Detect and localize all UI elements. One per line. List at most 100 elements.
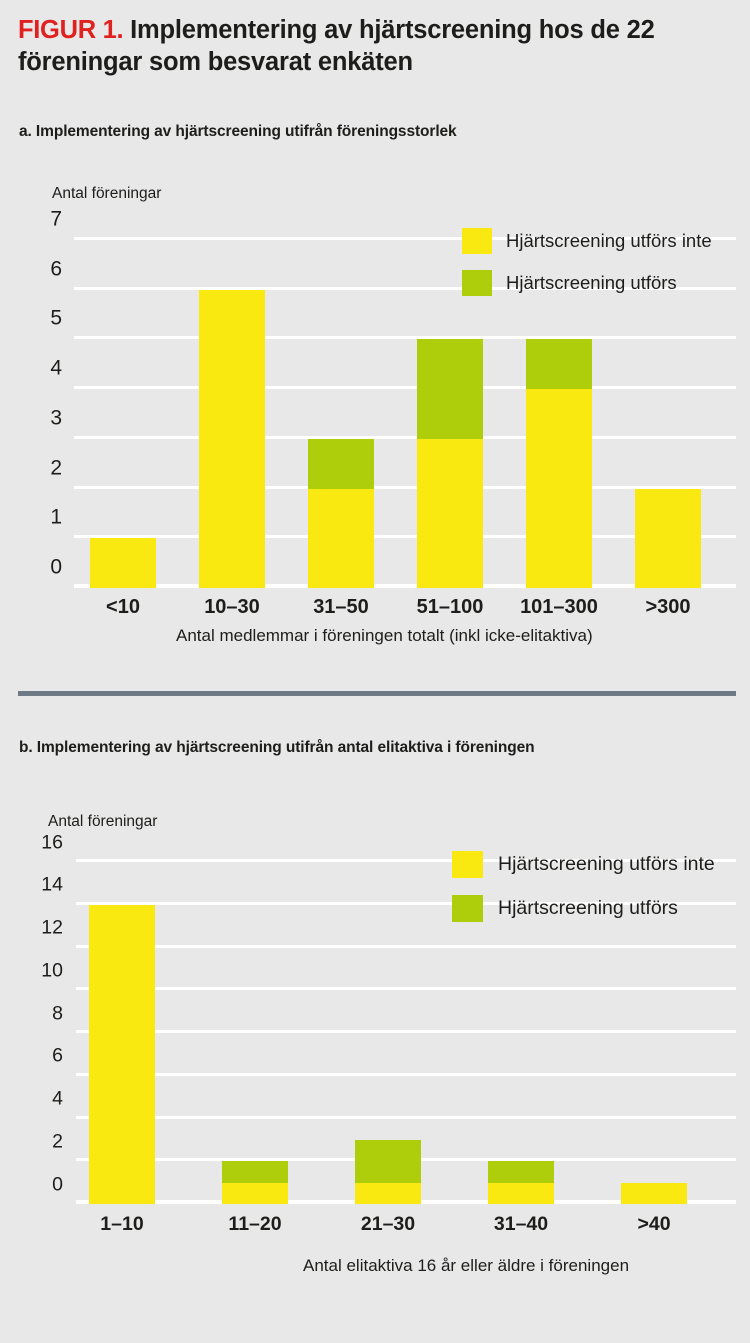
chart-a-gridline: 6 bbox=[50, 258, 736, 290]
chart-a-x-axis-title: Antal medlemmar i föreningen totalt (ink… bbox=[176, 626, 593, 645]
chart-b-y-tick-label: 10 bbox=[41, 959, 63, 981]
chart-b-y-tick-label: 12 bbox=[41, 916, 63, 939]
legend-item-not-screened: Hjärtscreening utförs inte bbox=[462, 228, 712, 254]
chart-b-y-tick-label: 2 bbox=[52, 1130, 63, 1152]
chart-b-bar-group[interactable]: 11–20 bbox=[222, 862, 288, 1235]
chart-b-plot-area: 0 2 4 6 8 10 12 14 16 1–10 11–20 21–30 31–40 >40 bbox=[41, 832, 736, 1235]
chart-a-bar-group[interactable]: 10–30 bbox=[199, 240, 265, 618]
chart-a-bar-segment-not-screened[interactable] bbox=[308, 488, 374, 588]
chart-a-y-tick-label: 1 bbox=[50, 505, 62, 529]
chart-b-bar-segment-not-screened[interactable] bbox=[89, 904, 155, 1204]
chart-a-plot-area: 0 1 2 3 4 5 6 7 <10 10–30 31–50 51–100 101–300 >300 bbox=[50, 209, 736, 618]
chart-a-y-tick-label: 4 bbox=[50, 356, 62, 380]
legend-label-screened: Hjärtscreening utförs bbox=[506, 271, 677, 293]
chart-b-gridline: 14 bbox=[41, 875, 736, 905]
legend-label-not-screened: Hjärtscreening utförs inte bbox=[498, 852, 715, 875]
chart-b-x-tick-label: >40 bbox=[637, 1213, 671, 1235]
chart-a-x-tick-label: 31–50 bbox=[313, 596, 369, 618]
chart-a-gridline: 1 bbox=[50, 507, 736, 539]
chart-b-gridline: 12 bbox=[41, 918, 736, 948]
chart-b-bar-group[interactable]: 1–10 bbox=[89, 862, 155, 1235]
chart-a-bar-segment-not-screened[interactable] bbox=[90, 538, 156, 588]
chart-a-bars: <10 10–30 31–50 51–100 101–300 >300 bbox=[74, 240, 736, 618]
chart-a-bar-group[interactable]: 31–50 bbox=[308, 240, 374, 618]
chart-a-axis-line: 0 bbox=[50, 557, 736, 588]
chart-a-gridline: 5 bbox=[50, 308, 736, 340]
legend-label-screened: Hjärtscreening utförs bbox=[498, 896, 678, 919]
chart-b-bar-group[interactable]: 21–30 bbox=[355, 862, 421, 1235]
chart-b-x-tick-label: 31–40 bbox=[493, 1213, 549, 1235]
chart-a: 0 1 2 3 4 5 6 7 <10 10–30 31–50 51–100 101–300 >300 bbox=[0, 209, 750, 618]
chart-b-bar-segment-not-screened[interactable] bbox=[355, 1182, 421, 1204]
legend-item-screened: Hjärtscreening utförs bbox=[452, 895, 715, 922]
chart-a-bar-segment-screened[interactable] bbox=[308, 438, 374, 489]
chart-a-y-axis-title: Antal föreningar bbox=[52, 185, 162, 202]
chart-b-bar-segment-not-screened[interactable] bbox=[621, 1182, 687, 1204]
chart-a-x-tick-label: <10 bbox=[106, 596, 140, 618]
chart-a-y-tick-label: 3 bbox=[50, 406, 62, 430]
legend-swatch-screened-icon bbox=[452, 895, 483, 922]
chart-b-bar-group[interactable]: >40 bbox=[621, 862, 687, 1235]
chart-a-bar-segment-not-screened[interactable] bbox=[417, 438, 483, 588]
chart-a-gridline: 3 bbox=[50, 407, 736, 439]
chart-b-y-tick-label: 6 bbox=[52, 1044, 63, 1067]
chart-b-gridline: 6 bbox=[52, 1046, 736, 1076]
chart-a-gridline: 7 bbox=[50, 209, 736, 240]
legend-swatch-not-screened-icon bbox=[462, 228, 492, 254]
chart-b-bar-segment-screened[interactable] bbox=[355, 1139, 421, 1183]
legend-item-not-screened: Hjärtscreening utförs inte bbox=[452, 851, 715, 878]
chart-b-bar-segment-not-screened[interactable] bbox=[222, 1182, 288, 1204]
chart-a-bar-group[interactable]: >300 bbox=[635, 240, 701, 618]
chart-a-y-tick-label: 2 bbox=[50, 456, 62, 480]
chart-b-gridline: 8 bbox=[52, 1003, 736, 1033]
chart-a-bar-segment-not-screened[interactable] bbox=[199, 289, 265, 588]
chart-a-bar-segment-screened[interactable] bbox=[417, 339, 483, 439]
chart-b-y-axis-title: Antal föreningar bbox=[48, 813, 158, 830]
chart-a-x-tick-label: 101–300 bbox=[520, 596, 598, 618]
chart-b-bar-segment-not-screened[interactable] bbox=[488, 1182, 554, 1204]
chart-a-x-tick-label: 51–100 bbox=[416, 596, 484, 618]
panel-b-subtitle: b. Implementering av hjärtscreening utif… bbox=[19, 739, 535, 756]
chart-a-y-tick-label: 7 bbox=[50, 207, 62, 231]
figure-number-tag: FIGUR 1. bbox=[18, 16, 124, 44]
chart-a-bar-segment-not-screened[interactable] bbox=[635, 488, 701, 588]
chart-a-y-tick-label: 0 bbox=[50, 555, 62, 579]
chart-a-bar-group[interactable]: 101–300 bbox=[520, 240, 598, 618]
chart-b-y-tick-label: 14 bbox=[41, 873, 63, 896]
chart-b-y-tick-label: 4 bbox=[52, 1087, 63, 1110]
chart-b-bar-segment-screened[interactable] bbox=[488, 1161, 554, 1183]
legend-swatch-screened-icon bbox=[462, 270, 492, 296]
chart-a-legend: Hjärtscreening utförs inte Hjärtscreenin… bbox=[462, 228, 712, 312]
legend-swatch-not-screened-icon bbox=[452, 851, 483, 878]
chart-b-x-tick-label: 11–20 bbox=[228, 1213, 282, 1235]
chart-a-y-tick-label: 5 bbox=[50, 306, 62, 330]
chart-a-bar-segment-not-screened[interactable] bbox=[526, 389, 592, 588]
panel-a-subtitle: a. Implementering av hjärtscreening utif… bbox=[19, 123, 457, 140]
chart-b-x-tick-label: 21–30 bbox=[360, 1213, 416, 1235]
page-title: FIGUR 1. Implementering av hjärtscreenin… bbox=[18, 14, 736, 78]
chart-b-gridline: 10 bbox=[41, 960, 736, 991]
chart-a-bar-group[interactable]: 51–100 bbox=[417, 240, 483, 618]
chart-b-y-tick-label: 16 bbox=[41, 830, 63, 853]
chart-b-gridline: 4 bbox=[52, 1089, 736, 1119]
chart-b-legend: Hjärtscreening utförs inte Hjärtscreenin… bbox=[452, 851, 715, 939]
figure-title-text: Implementering av hjärtscreening hos de … bbox=[18, 16, 655, 77]
chart-b-bar-group[interactable]: 31–40 bbox=[488, 862, 554, 1235]
chart-a-bar-segment-screened[interactable] bbox=[526, 339, 592, 390]
chart-a-x-tick-label: 10–30 bbox=[204, 596, 260, 618]
section-divider bbox=[18, 691, 736, 696]
chart-b-x-axis-title: Antal elitaktiva 16 år eller äldre i för… bbox=[303, 1256, 630, 1275]
chart-b-y-tick-label: 8 bbox=[52, 1001, 63, 1024]
chart-b-y-tick-label: 0 bbox=[52, 1172, 63, 1195]
legend-label-not-screened: Hjärtscreening utförs inte bbox=[506, 229, 712, 251]
chart-b: 0 2 4 6 8 10 12 14 16 1–10 11–20 21–30 31–40 >40 bbox=[0, 832, 750, 1235]
legend-item-screened: Hjärtscreening utförs bbox=[462, 270, 712, 296]
chart-b-bar-segment-screened[interactable] bbox=[222, 1161, 288, 1183]
chart-b-bars: 1–10 11–20 21–30 31–40 >40 bbox=[76, 862, 736, 1235]
chart-b-gridline: 16 bbox=[41, 832, 736, 862]
chart-a-gridline: 2 bbox=[50, 457, 736, 489]
chart-a-bar-group[interactable]: <10 bbox=[90, 240, 156, 618]
chart-a-x-tick-label: >300 bbox=[645, 596, 691, 618]
chart-b-x-tick-label: 1–10 bbox=[100, 1213, 144, 1235]
